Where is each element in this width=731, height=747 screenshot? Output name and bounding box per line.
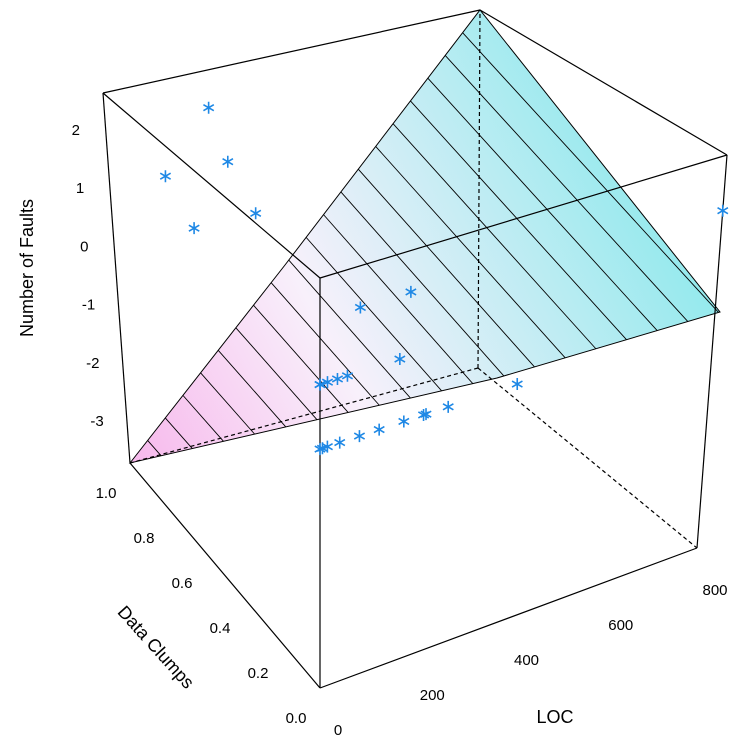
hatch-line xyxy=(323,214,474,384)
hatch-line xyxy=(462,32,719,313)
hatch-line xyxy=(340,191,505,377)
hatch-line xyxy=(235,327,318,420)
hatch-line xyxy=(217,350,287,428)
x-tick-label: 400 xyxy=(514,652,539,669)
z-tick-label: -3 xyxy=(90,413,103,430)
box-edge xyxy=(477,367,698,549)
data-point xyxy=(353,430,366,443)
box xyxy=(102,9,728,689)
hatch-line xyxy=(427,77,658,331)
point-glyph xyxy=(373,423,385,436)
data-point xyxy=(717,204,729,217)
hatch-line xyxy=(392,123,597,350)
data-point xyxy=(334,436,346,449)
data-point xyxy=(354,301,366,314)
x-tick-label: 0 xyxy=(334,722,342,739)
box-edge xyxy=(319,154,728,279)
z-tick-label: -2 xyxy=(86,355,99,372)
point-glyph xyxy=(321,440,333,453)
z-tick-label: 1 xyxy=(76,180,84,197)
box-edge xyxy=(102,92,131,464)
data-point xyxy=(314,378,326,391)
point-glyph xyxy=(420,408,432,421)
data-point xyxy=(373,423,385,436)
regression-plane xyxy=(128,9,721,464)
hatch-line xyxy=(444,55,689,322)
data-point xyxy=(442,400,454,413)
data-point xyxy=(405,285,417,298)
point-glyph xyxy=(159,170,172,183)
box-edge xyxy=(102,92,321,279)
y-tick-label: 0.8 xyxy=(134,530,155,547)
x-tick-label: 200 xyxy=(420,687,445,704)
z-axis-title: Number of Faults xyxy=(17,199,37,337)
point-glyph xyxy=(250,207,262,220)
box-edge xyxy=(479,9,728,156)
point-glyph xyxy=(314,378,326,391)
box-edge xyxy=(102,9,481,94)
data-point xyxy=(321,376,334,389)
point-glyph xyxy=(354,301,366,314)
x-tick-label: 600 xyxy=(608,617,633,634)
data-point xyxy=(420,408,432,421)
z-tick-label: -1 xyxy=(82,297,95,314)
point-glyph xyxy=(511,378,523,391)
x-axis-title: LOC xyxy=(536,707,573,727)
y-tick-label: 0.6 xyxy=(172,575,193,592)
data-point xyxy=(188,222,200,235)
hatch-line xyxy=(253,304,349,413)
box-edge xyxy=(319,547,698,689)
point-glyph xyxy=(394,353,406,366)
point-glyph xyxy=(321,376,334,389)
hatch-line xyxy=(200,372,255,435)
point-glyph xyxy=(442,400,454,413)
point-glyph xyxy=(222,155,234,168)
point-glyph xyxy=(405,285,417,298)
hatch-line xyxy=(182,395,224,442)
y-tick-label: 0.0 xyxy=(286,710,307,727)
point-glyph xyxy=(341,369,354,382)
point-glyph xyxy=(331,372,344,385)
hatch-line xyxy=(288,259,411,399)
data-point xyxy=(331,372,344,385)
y-tick-label: 1.0 xyxy=(96,485,117,502)
y-tick-label: 0.4 xyxy=(210,620,231,637)
data-point xyxy=(341,369,354,382)
data-point xyxy=(398,415,410,428)
point-glyph xyxy=(203,101,215,114)
y-axis-title: Data Clumps xyxy=(114,602,198,693)
data-point xyxy=(321,440,333,453)
hatch-line xyxy=(357,168,535,368)
data-point xyxy=(159,170,172,183)
data-point xyxy=(511,378,523,391)
box-edge xyxy=(696,154,728,549)
hatch-line xyxy=(375,146,566,359)
data-point xyxy=(394,353,406,366)
point-glyph xyxy=(188,222,200,235)
data-point xyxy=(250,207,262,220)
y-tick-label: 0.2 xyxy=(248,665,269,682)
z-tick-label: 2 xyxy=(72,122,80,139)
box-edge xyxy=(129,462,321,689)
hatch-line xyxy=(164,417,193,449)
point-glyph xyxy=(717,204,729,217)
x-tick-label: 800 xyxy=(702,582,727,599)
hatch-line xyxy=(410,100,627,340)
point-glyph xyxy=(398,415,410,428)
hatch-line xyxy=(270,282,380,406)
data-point xyxy=(203,101,215,114)
z-tick-label: 0 xyxy=(80,238,88,255)
point-glyph xyxy=(334,436,346,449)
box-edge xyxy=(477,9,481,369)
hatch-line xyxy=(305,237,442,392)
point-glyph xyxy=(353,430,366,443)
data-point xyxy=(222,155,234,168)
hatch-line xyxy=(147,440,162,457)
